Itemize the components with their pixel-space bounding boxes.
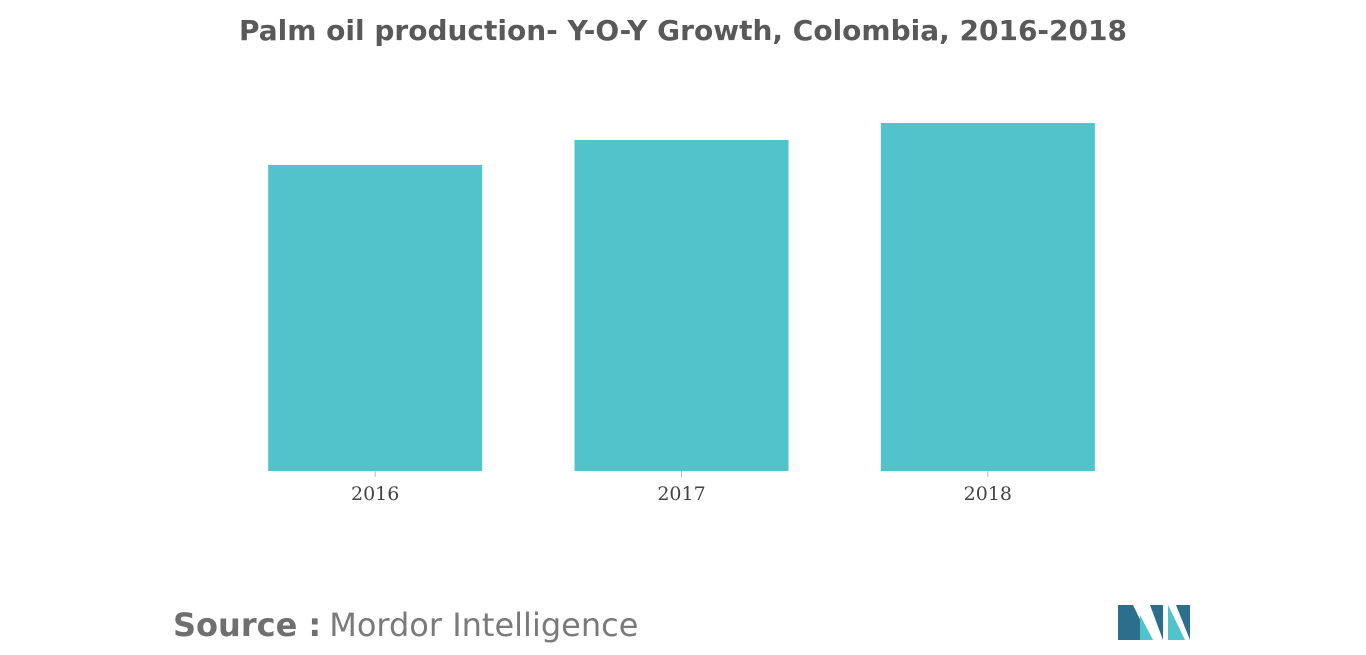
x-tick-label: 2018 xyxy=(964,483,1012,505)
source-label: Source : xyxy=(173,606,321,644)
bar xyxy=(880,123,1095,471)
bar xyxy=(268,165,483,471)
source: Source : Mordor Intelligence xyxy=(173,606,638,644)
logo xyxy=(1118,605,1190,640)
source-name: Mordor Intelligence xyxy=(329,606,638,644)
x-tick-label: 2016 xyxy=(351,483,399,505)
chart-title: Palm oil production- Y-O-Y Growth, Colom… xyxy=(239,14,1127,47)
x-tick-label: 2017 xyxy=(657,483,705,505)
bar xyxy=(574,140,789,471)
